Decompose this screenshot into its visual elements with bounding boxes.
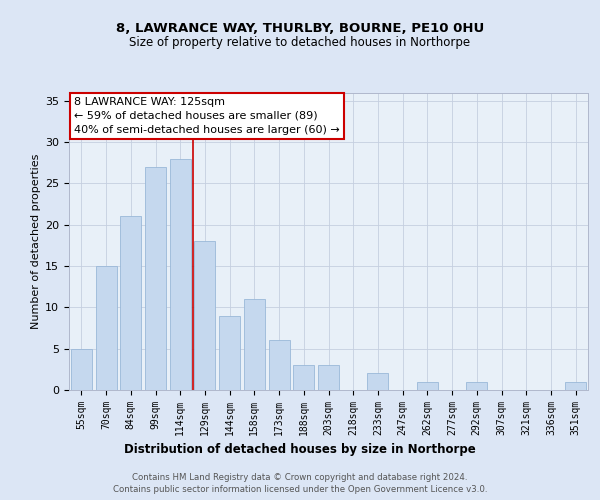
Bar — [417, 382, 438, 390]
Text: Contains public sector information licensed under the Open Government Licence v3: Contains public sector information licen… — [113, 485, 487, 494]
Bar — [269, 340, 290, 390]
Bar — [367, 374, 388, 390]
Bar — [145, 167, 166, 390]
Text: Size of property relative to detached houses in Northorpe: Size of property relative to detached ho… — [130, 36, 470, 49]
Text: Distribution of detached houses by size in Northorpe: Distribution of detached houses by size … — [124, 442, 476, 456]
Text: 8, LAWRANCE WAY, THURLBY, BOURNE, PE10 0HU: 8, LAWRANCE WAY, THURLBY, BOURNE, PE10 0… — [116, 22, 484, 36]
Text: 8 LAWRANCE WAY: 125sqm
← 59% of detached houses are smaller (89)
40% of semi-det: 8 LAWRANCE WAY: 125sqm ← 59% of detached… — [74, 97, 340, 135]
Y-axis label: Number of detached properties: Number of detached properties — [31, 154, 41, 329]
Bar — [293, 365, 314, 390]
Bar — [219, 316, 240, 390]
Bar — [194, 242, 215, 390]
Bar — [466, 382, 487, 390]
Bar — [95, 266, 116, 390]
Bar — [565, 382, 586, 390]
Bar — [170, 158, 191, 390]
Bar — [244, 299, 265, 390]
Bar — [120, 216, 141, 390]
Text: Contains HM Land Registry data © Crown copyright and database right 2024.: Contains HM Land Registry data © Crown c… — [132, 472, 468, 482]
Bar — [71, 348, 92, 390]
Bar — [318, 365, 339, 390]
